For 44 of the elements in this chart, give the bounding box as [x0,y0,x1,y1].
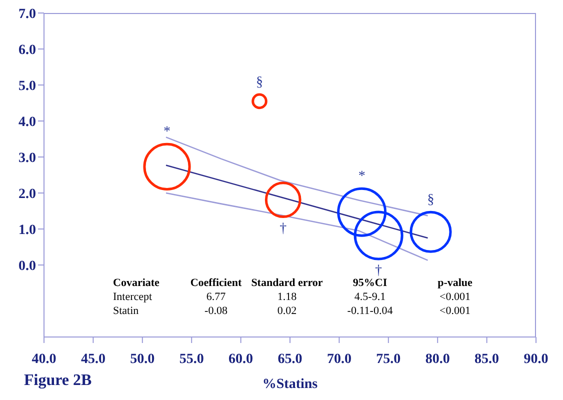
data-label: § [427,192,434,208]
y-tick-label: 4.0 [18,114,36,130]
annotation: Standard error [251,277,323,289]
annotation: Coefficient [190,277,242,289]
y-tick-label: 6.0 [18,42,36,58]
annotation: 6.77 [205,290,227,304]
x-tick-label: 40.0 [32,352,56,367]
y-tick-label: 2.0 [18,186,36,202]
x-tick-label: 50.0 [130,352,155,367]
x-tick-label: 60.0 [228,352,254,367]
data-label: * [358,169,366,184]
x-tick-label: 90.0 [524,352,548,367]
y-tick-label: 5.0 [18,78,36,94]
annotation: -0.08 [204,304,228,318]
annotation: 95%CI [352,277,388,289]
annotation: -0.11-0.04 [346,304,394,318]
y-tick-label: 3.0 [18,150,36,166]
x-tick-label: 75.0 [376,352,401,367]
annotation: Statin [113,304,140,318]
annotation: Intercept [113,290,154,304]
data-label: * [164,124,170,140]
annotation: <0.001 [438,304,472,318]
x-tick-label: 80.0 [425,352,450,367]
annotation: 0.02 [276,304,298,318]
line-series [165,192,428,261]
x-tick-label: 65.0 [278,352,302,367]
data-label: § [256,75,263,90]
y-tick-label: 0.0 [18,258,36,274]
annotation: 1.18 [276,290,298,304]
annotation: p-value [436,276,474,290]
x-tick-label: 45.0 [80,352,106,367]
y-tick-label: 7.0 [18,6,36,22]
x-axis-title: %Statins [262,377,318,392]
x-tick-label: 55.0 [179,352,204,367]
data-label: † [280,221,287,236]
annotation: <0.001 [438,290,472,304]
annotation: 4.5-9.1 [353,290,387,304]
data-label: † [375,263,382,278]
y-tick-label: 1.0 [18,222,36,238]
caption: Figure 2B [24,372,92,390]
x-tick-label: 70.0 [326,352,352,367]
annotation: Covariate [113,277,160,289]
x-tick-label: 85.0 [474,352,500,367]
line-series [165,136,428,216]
